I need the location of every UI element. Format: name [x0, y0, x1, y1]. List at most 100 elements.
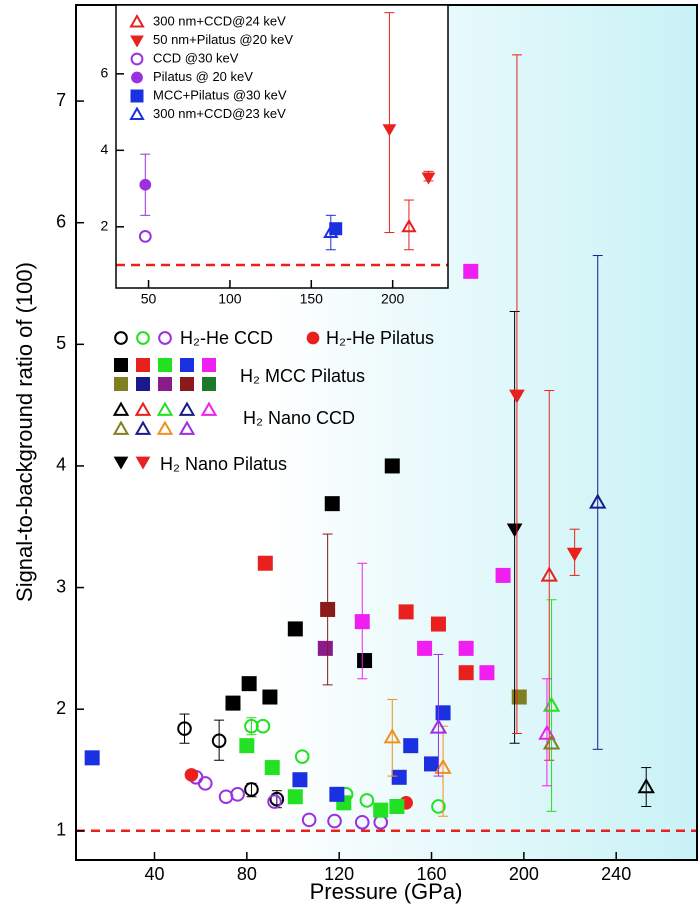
- legend-label: 300 nm+CCD@23 keV: [153, 106, 286, 121]
- legend-label: H₂ Nano Pilatus: [160, 454, 287, 474]
- y-axis-title: Signal-to-background ratio of (100): [12, 262, 37, 602]
- data-point: [566, 547, 583, 562]
- legend-marker: [114, 331, 128, 345]
- data-point: [264, 760, 280, 776]
- y-tick-label: 1: [56, 820, 66, 840]
- data-point: [244, 718, 259, 734]
- data-point: [301, 812, 317, 828]
- x-axis-title: Pressure (GPa): [310, 879, 463, 904]
- data-point: [244, 782, 259, 797]
- legend-label: MCC+Pilatus @30 keV: [153, 87, 287, 102]
- legend-marker: [158, 331, 172, 345]
- legend-marker: [178, 420, 196, 435]
- data-point: [177, 721, 192, 736]
- legend-marker: [134, 401, 152, 416]
- y-tick-label: 2: [101, 218, 109, 234]
- data-point: [540, 566, 558, 582]
- legend-marker: [136, 377, 150, 391]
- x-tick-label: 160: [416, 864, 446, 884]
- data-point: [417, 640, 433, 656]
- legend-marker: [202, 377, 216, 391]
- data-point: [637, 778, 655, 794]
- legend-label: 300 nm+CCD@24 keV: [153, 13, 286, 28]
- data-point: [511, 689, 527, 705]
- data-point: [495, 567, 511, 583]
- data-point: [287, 621, 303, 637]
- data-point: [435, 705, 451, 721]
- legend-marker: [306, 331, 320, 345]
- data-point: [269, 791, 285, 807]
- legend-marker: [156, 420, 174, 435]
- data-point: [463, 263, 479, 279]
- data-point: [383, 728, 401, 744]
- data-point: [329, 786, 345, 802]
- legend-label: H₂ MCC Pilatus: [240, 366, 365, 386]
- data-point: [391, 769, 407, 785]
- legend-marker: [202, 358, 216, 372]
- legend-marker: [114, 358, 128, 372]
- legend-label: Pilatus @ 20 keV: [153, 69, 253, 84]
- data-point: [320, 601, 336, 617]
- legend-marker: [112, 420, 130, 435]
- data-point: [431, 799, 446, 814]
- data-point: [458, 640, 474, 656]
- data-point: [401, 218, 417, 233]
- legend-marker: [156, 401, 174, 416]
- data-point: [589, 493, 607, 509]
- data-point: [373, 802, 389, 818]
- y-tick-label: 7: [56, 90, 66, 110]
- data-point: [197, 776, 213, 791]
- data-point: [257, 555, 273, 571]
- inset-background: [116, 5, 448, 288]
- data-point: [327, 813, 342, 829]
- legend-label: 50 nm+Pilatus @20 keV: [153, 32, 293, 47]
- legend-marker: [158, 358, 172, 372]
- x-tick-label: 50: [141, 291, 157, 307]
- data-point: [292, 772, 308, 788]
- legend-marker: [158, 377, 172, 391]
- data-point: [239, 738, 255, 754]
- data-point: [287, 789, 303, 805]
- data-point: [324, 496, 340, 512]
- data-point: [384, 458, 400, 474]
- legend-marker: [134, 420, 152, 435]
- data-point: [382, 124, 397, 137]
- legend-marker: [180, 358, 194, 372]
- data-point: [398, 604, 414, 620]
- data-point: [262, 689, 278, 705]
- data-point: [430, 616, 446, 632]
- legend-label: H₂ Nano CCD: [243, 408, 355, 428]
- data-point: [255, 718, 271, 734]
- legend-label: H₂-He CCD: [180, 328, 273, 348]
- data-point: [509, 389, 525, 404]
- data-point: [354, 814, 370, 830]
- x-tick-label: 200: [509, 864, 539, 884]
- y-tick-label: 4: [101, 141, 109, 157]
- x-tick-label: 120: [324, 864, 354, 884]
- y-tick-label: 6: [101, 65, 109, 81]
- data-point: [241, 676, 257, 692]
- data-point: [138, 229, 152, 243]
- data-point: [506, 523, 523, 538]
- data-point: [184, 768, 199, 782]
- data-point: [421, 172, 436, 185]
- legend-marker: [130, 35, 144, 48]
- data-point: [403, 738, 419, 754]
- data-point: [267, 794, 282, 809]
- legend-label: CCD @30 keV: [153, 50, 239, 65]
- x-tick-label: 40: [144, 864, 164, 884]
- x-tick-label: 240: [601, 864, 631, 884]
- data-point: [429, 718, 448, 734]
- legend-marker: [200, 401, 218, 416]
- legend-marker: [136, 358, 150, 372]
- data-point: [359, 793, 375, 808]
- inset-frame: [115, 4, 449, 289]
- legend-marker: [129, 106, 145, 120]
- legend-marker: [130, 89, 144, 103]
- data-point: [294, 749, 310, 764]
- data-point: [211, 733, 227, 749]
- data-point: [139, 178, 152, 191]
- data-point: [434, 758, 452, 774]
- legend-marker: [114, 377, 128, 391]
